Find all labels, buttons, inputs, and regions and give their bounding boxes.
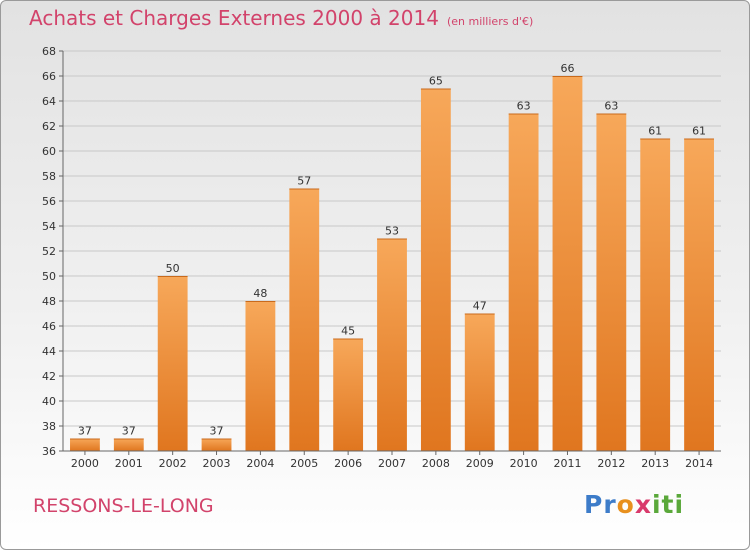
location-name: RESSONS-LE-LONG — [33, 495, 214, 517]
bar — [113, 438, 144, 451]
y-tick-label: 40 — [42, 395, 56, 408]
bar — [464, 313, 495, 451]
data-label: 63 — [604, 100, 618, 113]
data-label: 61 — [648, 125, 662, 138]
data-label: 37 — [78, 425, 92, 438]
x-tick-label: 2005 — [290, 457, 318, 470]
x-tick-label: 2002 — [159, 457, 187, 470]
bar — [420, 88, 451, 451]
x-tick-label: 2014 — [685, 457, 713, 470]
y-tick-label: 38 — [42, 420, 56, 433]
bar — [245, 301, 276, 451]
y-tick-label: 46 — [42, 320, 56, 333]
y-tick-label: 60 — [42, 145, 56, 158]
axis-layer: 36 38 40 42 44 46 48 50 52 54 56 58 60 62 64 66 68 2000 20… — [42, 45, 721, 470]
chart-subtitle: (en milliers d'€) — [446, 15, 534, 28]
y-tick-label: 56 — [42, 195, 56, 208]
y-tick-label: 50 — [42, 270, 56, 283]
logo-part-iti: iti — [651, 490, 685, 519]
y-tick-label: 64 — [42, 95, 56, 108]
y-tick-label: 42 — [42, 370, 56, 383]
data-label: 47 — [473, 300, 487, 313]
y-tick-label: 48 — [42, 295, 56, 308]
logo-part-o: o — [616, 490, 635, 519]
bar — [508, 113, 539, 451]
bar — [552, 76, 583, 451]
bar — [377, 238, 407, 451]
x-tick-label: 2007 — [378, 457, 406, 470]
bar-layer — [70, 76, 714, 451]
x-tick-label: 2008 — [422, 457, 450, 470]
x-tick-label: 2012 — [597, 457, 625, 470]
data-label: 45 — [341, 325, 355, 338]
y-tick-label: 58 — [42, 170, 56, 183]
data-label: 63 — [517, 100, 531, 113]
logo-part-pr: Pr — [584, 490, 617, 519]
bar — [684, 138, 714, 451]
bar — [201, 438, 232, 451]
label-layer: 37 37 50 37 48 57 45 53 65 47 63 66 63 61 61 — [78, 62, 706, 438]
y-tick-label: 68 — [42, 45, 56, 58]
bar — [70, 438, 100, 451]
data-label: 37 — [210, 425, 224, 438]
bar — [596, 113, 627, 451]
y-tick-label: 36 — [42, 445, 56, 458]
x-tick-label: 2010 — [510, 457, 538, 470]
chart-title: Achats et Charges Externes 2000 à 2014 (e… — [29, 6, 533, 30]
x-tick-label: 2001 — [115, 457, 143, 470]
y-tick-label: 62 — [42, 120, 56, 133]
logo-part-x: x — [634, 490, 652, 519]
data-label: 66 — [560, 62, 574, 75]
y-tick-label: 52 — [42, 245, 56, 258]
x-tick-label: 2004 — [246, 457, 274, 470]
x-tick-label: 2003 — [203, 457, 231, 470]
data-label: 48 — [253, 287, 267, 300]
x-tick-label: 2000 — [71, 457, 99, 470]
data-label: 37 — [122, 425, 136, 438]
x-tick-label: 2013 — [641, 457, 669, 470]
proxiti-logo: Proxiti — [584, 490, 684, 519]
bar — [333, 338, 364, 451]
data-label: 50 — [166, 262, 180, 275]
data-label: 65 — [429, 75, 443, 88]
x-tick-label: 2006 — [334, 457, 362, 470]
bar — [157, 276, 188, 451]
bar — [640, 138, 671, 451]
x-tick-label: 2011 — [553, 457, 581, 470]
x-tick-label: 2009 — [466, 457, 494, 470]
y-tick-label: 44 — [42, 345, 56, 358]
bar — [289, 188, 320, 451]
data-label: 53 — [385, 225, 399, 238]
data-label: 57 — [297, 175, 311, 188]
data-label: 61 — [692, 125, 706, 138]
y-tick-label: 66 — [42, 70, 56, 83]
chart-title-text: Achats et Charges Externes 2000 à 2014 — [29, 6, 439, 30]
y-tick-label: 54 — [42, 220, 56, 233]
